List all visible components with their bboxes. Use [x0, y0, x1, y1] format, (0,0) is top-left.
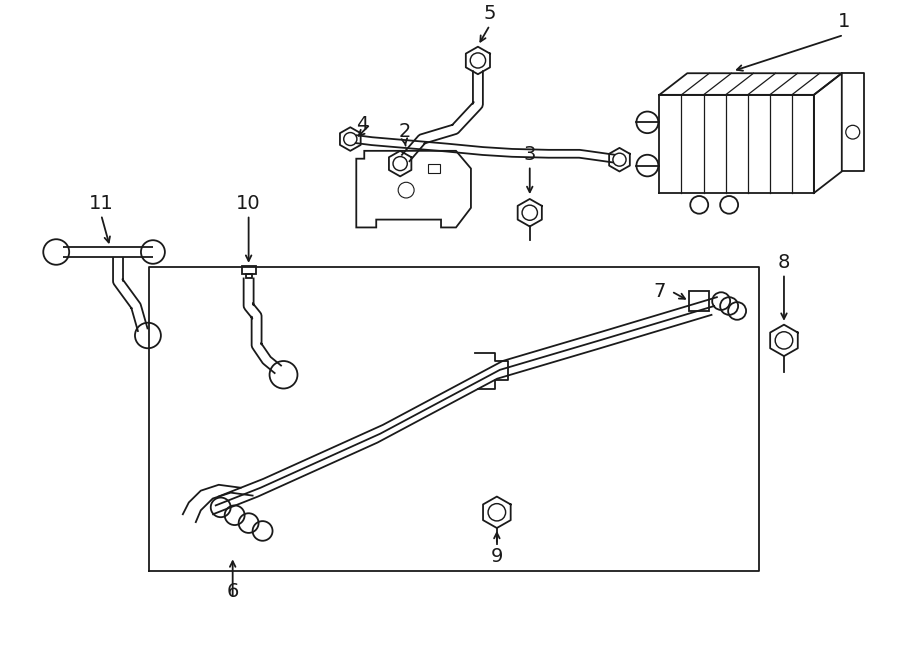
Text: 11: 11	[89, 194, 113, 213]
Text: 6: 6	[227, 582, 239, 601]
Text: 1: 1	[838, 12, 850, 31]
Bar	[689, 292, 709, 311]
Text: 10: 10	[237, 194, 261, 213]
Text: 2: 2	[399, 122, 411, 141]
Text: 5: 5	[483, 4, 496, 23]
Bar	[241, 266, 256, 274]
Text: 4: 4	[356, 115, 368, 134]
Text: 3: 3	[524, 145, 536, 164]
Text: 9: 9	[491, 547, 503, 566]
Text: 8: 8	[778, 253, 790, 272]
Text: 7: 7	[653, 282, 665, 301]
Bar	[428, 164, 440, 173]
Bar	[246, 274, 252, 278]
